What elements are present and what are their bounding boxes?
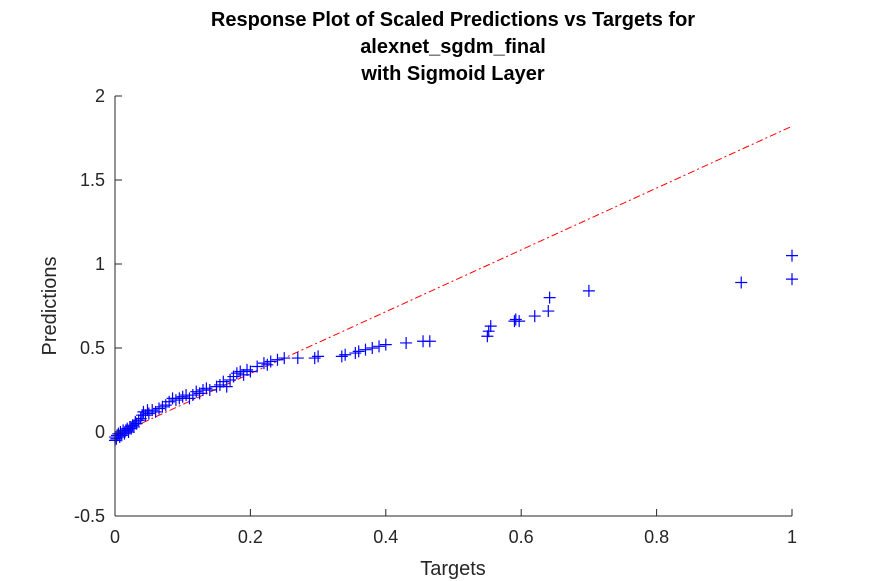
- data-point: [366, 342, 379, 354]
- data-points-layer: [109, 249, 798, 447]
- data-point: [481, 330, 494, 343]
- data-point: [203, 384, 216, 396]
- data-point: [200, 382, 213, 395]
- y-tick-label: 0.5: [80, 338, 105, 358]
- x-tick-label: 0.4: [373, 527, 398, 547]
- data-point: [400, 336, 413, 349]
- data-point: [291, 352, 304, 365]
- data-point: [230, 367, 243, 380]
- data-point: [153, 402, 166, 415]
- data-point: [193, 387, 206, 400]
- data-point: [543, 291, 556, 304]
- data-point: [271, 353, 284, 366]
- data-point: [509, 313, 522, 326]
- data-point: [173, 392, 186, 405]
- y-axis-label: Predictions: [39, 257, 61, 356]
- data-point: [213, 378, 226, 391]
- data-point: [220, 380, 233, 393]
- data-point: [163, 395, 176, 408]
- data-point: [482, 325, 495, 338]
- data-point: [264, 355, 277, 368]
- data-point: [110, 432, 123, 445]
- data-point: [335, 350, 348, 363]
- data-point: [582, 284, 595, 297]
- y-tick-label: 0: [95, 422, 105, 442]
- data-point: [278, 352, 291, 365]
- fit-line: [114, 125, 793, 436]
- x-tick-label: 0.6: [509, 527, 534, 547]
- axes-layer: [114, 95, 793, 517]
- y-tick-label: -0.5: [74, 506, 105, 526]
- data-point: [210, 380, 223, 393]
- data-point: [373, 340, 386, 353]
- y-tick-label: 1.5: [80, 170, 105, 190]
- data-point: [142, 407, 155, 420]
- data-point: [129, 415, 142, 428]
- data-point: [190, 385, 203, 398]
- x-tick-label: 0.2: [238, 527, 263, 547]
- data-point: [146, 404, 159, 417]
- data-point: [127, 420, 140, 433]
- data-point: [234, 365, 247, 378]
- x-tick-label: 0.8: [644, 527, 669, 547]
- data-point: [186, 389, 199, 402]
- data-point: [217, 375, 230, 388]
- data-point: [735, 276, 748, 289]
- data-point: [227, 370, 240, 383]
- data-point: [251, 360, 264, 373]
- data-point: [423, 335, 436, 348]
- data-point: [528, 310, 541, 323]
- data-point: [122, 426, 135, 438]
- data-point: [125, 422, 138, 435]
- data-point: [542, 305, 555, 318]
- data-point: [244, 365, 257, 378]
- chart-title-line-1: Response Plot of Scaled Predictions vs T…: [211, 9, 695, 31]
- y-tick-label: 2: [95, 86, 105, 106]
- data-point: [352, 345, 365, 358]
- chart-title-line-2: alexnet_sgdm_final: [360, 36, 546, 58]
- fit-line-layer: [114, 125, 793, 436]
- data-point: [339, 348, 352, 361]
- y-tick-labels: -0.5 0 0.5 1 1.5 2: [74, 86, 105, 526]
- data-point: [113, 431, 126, 444]
- data-point: [513, 315, 526, 328]
- data-point: [257, 357, 270, 370]
- data-point: [132, 414, 145, 427]
- data-point: [349, 347, 362, 360]
- data-point: [156, 400, 169, 413]
- x-tick-label: 1: [787, 527, 797, 547]
- data-point: [149, 405, 162, 418]
- data-point: [237, 368, 250, 381]
- y-tick-label: 1: [95, 254, 105, 274]
- data-point: [786, 273, 798, 286]
- data-point: [176, 390, 189, 403]
- data-point: [379, 338, 392, 351]
- data-point: [359, 343, 372, 356]
- data-point: [484, 320, 497, 333]
- data-point: [224, 373, 237, 386]
- x-axis-label: Targets: [420, 558, 486, 580]
- data-point: [159, 399, 172, 412]
- data-point: [312, 350, 325, 363]
- x-tick-labels: 0 0.2 0.4 0.6 0.8 1: [110, 527, 797, 547]
- data-point: [261, 358, 274, 371]
- data-point: [241, 363, 254, 376]
- x-tick-label: 0: [110, 527, 120, 547]
- data-point: [786, 249, 798, 262]
- data-point: [183, 392, 196, 405]
- data-point: [134, 412, 147, 425]
- data-point: [169, 394, 182, 407]
- data-point: [139, 409, 152, 422]
- data-point: [308, 352, 321, 365]
- chart-title-line-3: with Sigmoid Layer: [360, 63, 545, 85]
